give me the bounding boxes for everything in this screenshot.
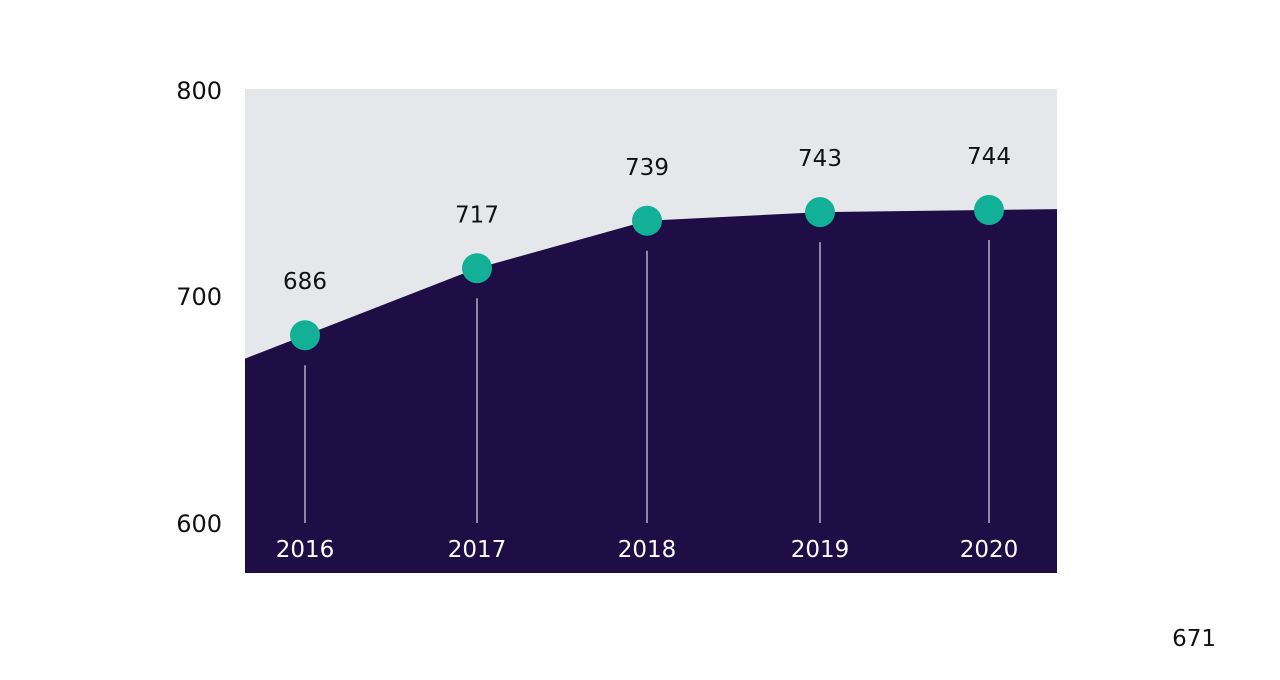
x-axis-ticks: 2016 2017 2018 2019 2020 bbox=[276, 537, 1019, 563]
data-label: 717 bbox=[455, 202, 499, 228]
y-tick-label: 600 bbox=[176, 510, 222, 538]
corner-number: 671 bbox=[1172, 626, 1216, 652]
y-axis-ticks: 800 700 600 bbox=[176, 77, 222, 538]
x-tick-label: 2019 bbox=[791, 537, 850, 563]
data-label: 743 bbox=[798, 146, 842, 172]
data-point bbox=[632, 205, 662, 236]
data-label: 739 bbox=[625, 155, 669, 181]
data-labels: 686 717 739 743 744 bbox=[283, 144, 1011, 295]
data-label: 744 bbox=[967, 144, 1011, 170]
x-tick-label: 2018 bbox=[618, 537, 677, 563]
area-series bbox=[245, 209, 1057, 573]
x-tick-label: 2017 bbox=[448, 537, 507, 563]
data-markers bbox=[290, 194, 1004, 351]
stem-lines bbox=[304, 239, 990, 523]
y-tick-label: 800 bbox=[176, 77, 222, 105]
data-label: 686 bbox=[283, 269, 327, 295]
x-tick-label: 2020 bbox=[960, 537, 1019, 563]
data-point bbox=[974, 194, 1004, 225]
data-point bbox=[290, 320, 320, 351]
data-point bbox=[462, 253, 492, 284]
x-tick-label: 2016 bbox=[276, 537, 335, 563]
y-tick-label: 700 bbox=[176, 283, 222, 311]
data-point bbox=[805, 197, 835, 228]
